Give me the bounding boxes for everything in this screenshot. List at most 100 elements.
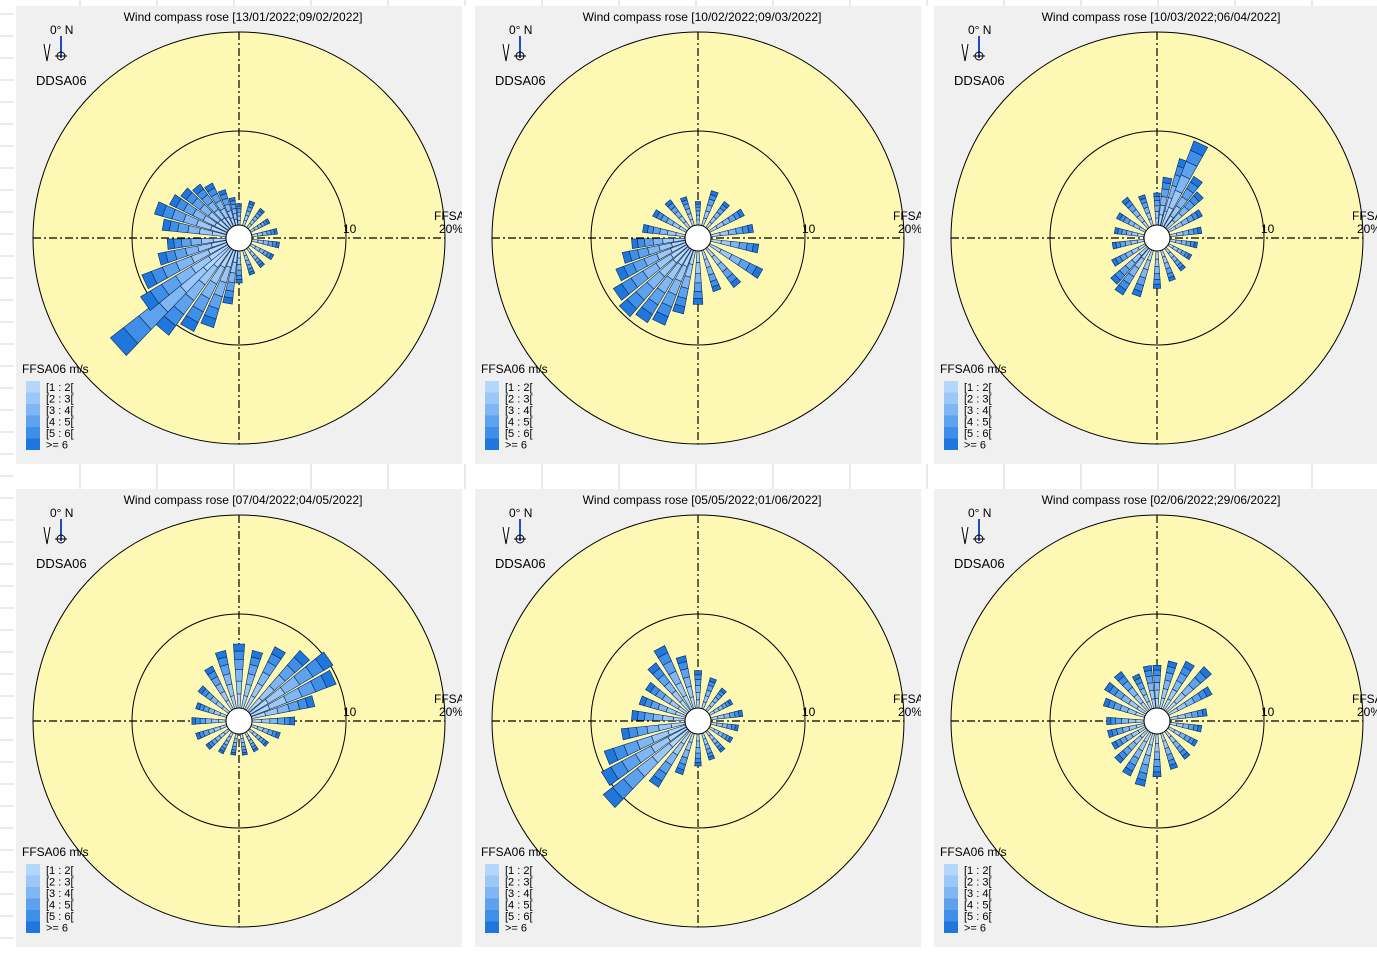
windrose-sector-bar bbox=[205, 728, 231, 750]
speed-class-segment bbox=[199, 717, 206, 725]
windrose-sector-bar bbox=[248, 651, 334, 715]
windrose-sector-bar bbox=[1113, 670, 1150, 713]
speed-class-segment bbox=[695, 262, 701, 274]
legend-swatch bbox=[485, 381, 499, 393]
legend-swatch bbox=[485, 875, 499, 887]
windrose-hub bbox=[684, 224, 712, 252]
windrose-sector-bar bbox=[1115, 212, 1147, 233]
legend-entry: [4 : 5[ bbox=[964, 417, 992, 429]
windrose-sector-bar bbox=[1131, 673, 1153, 711]
speed-class-segment bbox=[173, 238, 183, 249]
chart-title: Wind compass rose [10/03/2022;06/04/2022… bbox=[1042, 10, 1281, 24]
legend-entry: [1 : 2[ bbox=[46, 865, 74, 877]
windrose-sector-bar bbox=[642, 223, 686, 238]
speed-class-segment bbox=[161, 218, 172, 232]
speed-class-segment bbox=[237, 215, 241, 221]
speed-class-segment bbox=[730, 277, 742, 289]
windrose-sector-bar bbox=[154, 246, 232, 336]
windrose-chart-4: Wind compass rose [07/04/2022;04/05/2022… bbox=[22, 493, 462, 935]
windrose-sector-bar bbox=[247, 728, 270, 747]
speed-legend: [1 : 2[[2 : 3[[3 : 4[[4 : 5[[5 : 6[>= 6 bbox=[944, 381, 992, 452]
speed-class-segment bbox=[236, 211, 242, 217]
windrose-sector-bar bbox=[161, 218, 227, 238]
speed-class-segment bbox=[1154, 689, 1160, 699]
north-label: 0° N bbox=[968, 506, 991, 520]
legend-swatch bbox=[944, 427, 958, 439]
speed-class-segment bbox=[237, 250, 241, 259]
speed-class-segment bbox=[320, 669, 337, 689]
speed-class-segment bbox=[235, 269, 243, 276]
windrose-sector-bar bbox=[1165, 191, 1204, 230]
speed-class-segment bbox=[228, 197, 236, 202]
speed-class-segment bbox=[1167, 275, 1176, 282]
speed-class-segment bbox=[695, 206, 701, 212]
speed-class-segment bbox=[218, 748, 225, 755]
legend-entry: [3 : 4[ bbox=[964, 405, 992, 417]
speed-class-segment bbox=[1152, 665, 1162, 671]
speed-class-segment bbox=[140, 290, 160, 311]
ring-label-10: 10 bbox=[343, 222, 357, 236]
legend-swatch bbox=[944, 887, 958, 899]
speed-class-segment bbox=[693, 282, 703, 292]
speed-class-segment bbox=[709, 190, 719, 197]
direction-variable-label: DDSA06 bbox=[954, 556, 1005, 571]
speed-class-segment bbox=[1135, 719, 1145, 723]
windrose-sector-bar bbox=[1157, 176, 1173, 226]
legend-entry: [2 : 3[ bbox=[964, 394, 992, 406]
speed-class-segment bbox=[205, 718, 212, 724]
windrose-sector-bar bbox=[675, 655, 696, 710]
chart-title: Wind compass rose [13/01/2022;09/02/2022… bbox=[124, 10, 363, 24]
speed-class-segment bbox=[233, 643, 245, 652]
speed-class-segment bbox=[1115, 212, 1124, 221]
legend-entry: [5 : 6[ bbox=[46, 911, 74, 923]
windrose-sector-bar bbox=[1121, 196, 1150, 230]
windrose-sector-bar bbox=[652, 248, 694, 326]
legend-entry: [1 : 2[ bbox=[964, 865, 992, 877]
windrose-sector-bar bbox=[701, 677, 717, 710]
speed-class-segment bbox=[694, 752, 702, 759]
windrose-sector-bar bbox=[1167, 726, 1199, 747]
speed-class-segment bbox=[1121, 196, 1131, 206]
speed-class-segment bbox=[1154, 743, 1160, 753]
legend-swatch bbox=[944, 404, 958, 416]
speed-class-segment bbox=[1201, 708, 1208, 717]
north-label: 0° N bbox=[50, 23, 73, 37]
legend-entry: [1 : 2[ bbox=[505, 865, 533, 877]
windrose-sector-bar bbox=[705, 246, 742, 289]
speed-class-segment bbox=[1186, 253, 1193, 261]
speed-class-segment bbox=[695, 203, 701, 208]
legend-swatch bbox=[485, 910, 499, 922]
windrose-sector-bar bbox=[647, 662, 691, 713]
speed-class-segment bbox=[1122, 766, 1134, 777]
speed-class-segment bbox=[1190, 738, 1199, 747]
windrose-sector-bar bbox=[631, 237, 686, 249]
legend-entry: [5 : 6[ bbox=[964, 911, 992, 923]
speed-class-segment bbox=[696, 733, 700, 742]
windrose-sector-bar bbox=[235, 250, 243, 284]
speed-class-segment bbox=[647, 662, 661, 675]
legend-entry: [1 : 2[ bbox=[46, 382, 74, 394]
windrose-sector-bar bbox=[251, 228, 278, 238]
speed-class-segment bbox=[265, 218, 271, 225]
speed-class-segment bbox=[235, 680, 243, 695]
speed-class-segment bbox=[251, 719, 262, 723]
speed-class-segment bbox=[1152, 771, 1162, 777]
speed-class-segment bbox=[1110, 274, 1121, 285]
speed-class-segment bbox=[1153, 192, 1161, 197]
speed-class-segment bbox=[233, 650, 245, 660]
speed-class-segment bbox=[211, 718, 219, 724]
windrose-sector-bar bbox=[1104, 681, 1148, 715]
speed-class-segment bbox=[1155, 733, 1159, 744]
windrose-sector-bar bbox=[705, 729, 726, 753]
windrose-sector-bar bbox=[1169, 226, 1203, 238]
speed-class-segment bbox=[615, 265, 629, 282]
chart-title: Wind compass rose [07/04/2022;04/05/2022… bbox=[124, 493, 363, 507]
speed-class-segment bbox=[1155, 250, 1159, 260]
speed-class-segment bbox=[694, 273, 702, 284]
ring-label-20pct: 20% bbox=[439, 222, 462, 236]
speed-class-segment bbox=[695, 210, 701, 216]
speed-class-segment bbox=[234, 659, 244, 670]
windrose-sector-bar bbox=[166, 237, 227, 250]
speed-class-segment bbox=[694, 674, 702, 680]
speed-class-segment bbox=[1138, 194, 1147, 201]
